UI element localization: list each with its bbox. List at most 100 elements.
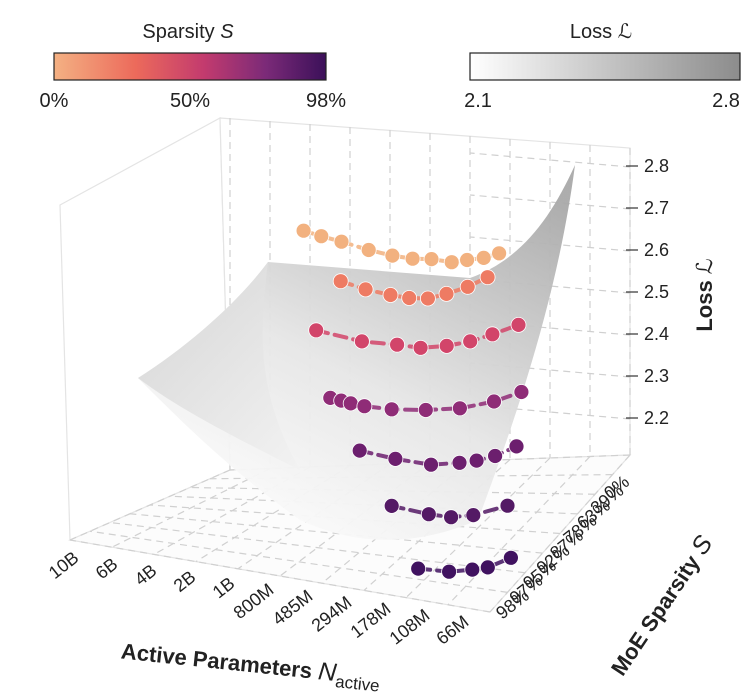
grid-line: [229, 454, 631, 471]
data-point: [295, 222, 312, 239]
data-point: [441, 563, 458, 580]
loss-colorbar: Loss ℒ 2.1 2.8: [464, 21, 741, 112]
z-tick-label: 2.7: [644, 198, 669, 218]
grid-line: [469, 194, 631, 210]
data-point: [420, 506, 437, 523]
y-axis-label: MoE Sparsity S: [604, 530, 718, 680]
grid-line: [109, 521, 526, 574]
data-point: [502, 549, 519, 566]
data-point: [389, 336, 406, 353]
data-point: [333, 233, 350, 250]
data-point: [423, 251, 440, 268]
series-78%: [322, 384, 530, 418]
data-point: [356, 398, 373, 415]
data-point: [479, 269, 496, 286]
sparsity-colorbar-title: Sparsity S: [142, 21, 234, 43]
data-point: [491, 245, 508, 262]
sparsity-colorbar: Sparsity S 0% 50% 98%: [40, 21, 347, 112]
grid-line: [111, 467, 271, 548]
data-point: [419, 290, 436, 307]
data-point: [459, 252, 476, 268]
sparsity-colorbar-gradient: [53, 52, 327, 81]
data-point: [404, 250, 421, 267]
x-axis-label: Active Parameters Nactive: [119, 637, 382, 695]
loss-tick-label: 2.1: [464, 90, 492, 112]
data-point: [423, 456, 439, 473]
x-tick-label: 6B: [92, 554, 122, 583]
x-tick-label: 1B: [209, 573, 239, 602]
data-point: [468, 452, 485, 469]
z-tick-label: 2.3: [644, 366, 669, 386]
data-point: [384, 247, 401, 264]
grid-line: [189, 486, 596, 495]
data-point: [443, 509, 460, 526]
x-tick-label: 108M: [386, 605, 434, 648]
data-point: [443, 254, 460, 271]
data-point: [513, 384, 530, 400]
z-tick-label: 2.6: [644, 240, 669, 260]
loss-colorbar-gradient: [469, 52, 741, 81]
data-point: [353, 333, 370, 350]
data-point: [313, 228, 330, 245]
grid-line: [129, 513, 543, 554]
grid-line: [279, 462, 431, 577]
loss-colorbar-ticks: 2.1 2.8: [464, 90, 740, 112]
data-point: [351, 442, 368, 459]
data-point: [475, 249, 492, 266]
data-point: [438, 337, 455, 354]
series-39%: [332, 269, 496, 307]
data-point: [451, 400, 468, 417]
data-point: [332, 273, 349, 290]
series-87%: [351, 438, 525, 473]
sparsity-colorbar-ticks: 0% 50% 98%: [40, 90, 347, 112]
grid-line: [469, 152, 631, 168]
z-tick-label: 2.2: [644, 408, 669, 428]
data-point: [451, 454, 468, 471]
data-point: [510, 316, 527, 333]
z-axis-ticks: 2.8 2.7 2.6 2.5 2.4 2.3 2.2: [626, 156, 669, 428]
data-point: [499, 497, 516, 514]
data-point: [508, 438, 525, 455]
grid-line: [321, 460, 471, 584]
grid-line: [89, 530, 508, 593]
sparsity-tick-label: 98%: [306, 90, 346, 112]
loss-colorbar-title: Loss ℒ: [570, 21, 632, 43]
data-point: [465, 507, 482, 523]
data-point: [417, 402, 434, 418]
grid-line: [469, 236, 631, 252]
z-tick-label: 2.5: [644, 282, 669, 302]
series-0%: [295, 222, 508, 271]
z-tick-label: 2.8: [644, 156, 669, 176]
x-tick-label: 10B: [45, 547, 83, 582]
data-point: [342, 395, 359, 412]
series-92%: [383, 497, 516, 526]
series-95%: [410, 549, 519, 580]
data-point: [459, 278, 476, 295]
sparsity-tick-label: 50%: [170, 90, 210, 112]
loss-surface: [138, 165, 575, 540]
x-tick-label: 4B: [131, 560, 161, 589]
data-point: [462, 333, 479, 350]
data-point: [486, 393, 502, 410]
data-point: [412, 339, 429, 356]
data-point: [487, 448, 504, 464]
data-point: [438, 285, 455, 302]
data-point: [360, 242, 377, 258]
data-point: [308, 322, 325, 339]
data-point: [357, 281, 374, 298]
x-tick-label: 66M: [433, 611, 473, 648]
z-axis-label: Loss ℒ: [692, 258, 717, 331]
series-63%: [308, 316, 527, 356]
data-point: [401, 290, 418, 306]
data-point: [464, 561, 481, 578]
data-point: [484, 326, 501, 343]
series-fit-line: [416, 555, 513, 574]
data-point: [382, 287, 399, 303]
surface-main: [138, 165, 575, 540]
sparsity-tick-label: 0%: [40, 90, 69, 112]
grid-line: [169, 495, 578, 515]
data-point: [479, 559, 496, 576]
series-layer: [295, 222, 530, 580]
